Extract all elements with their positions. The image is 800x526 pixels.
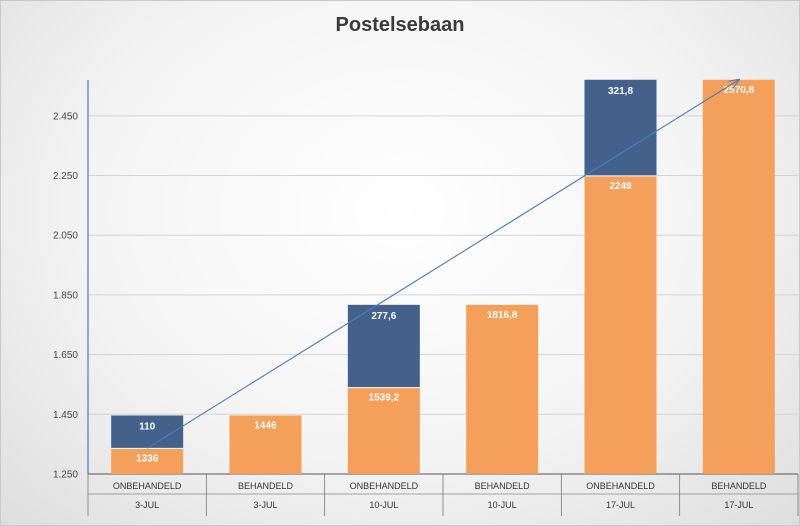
y-tick-label: 1.450 [53,410,78,421]
category-group-label: 17-JUL [724,500,753,510]
category-group-label: 3-JUL [135,500,159,510]
bar-base [466,304,539,474]
data-label-base: 2249 [609,181,632,192]
category-group-label: 17-JUL [606,500,635,510]
y-tick-label: 2.050 [53,231,78,242]
bar-base [584,175,657,474]
data-label-base: 1336 [136,453,159,464]
category-label: BEHANDELD [475,481,531,491]
y-tick-label: 2.450 [53,111,78,122]
data-label-base: 2570,8 [724,85,755,96]
data-label-base: 1816,8 [487,310,518,321]
data-label-stack: 277,6 [371,311,396,322]
category-group-label: 10-JUL [488,500,517,510]
chart-title: Postelsebaan [335,14,465,36]
category-label: BEHANDELD [238,481,294,491]
y-tick-label: 1.650 [53,350,78,361]
data-label-base: 1446 [254,420,277,431]
category-group-label: 3-JUL [253,500,277,510]
bar-base [229,415,302,474]
category-label: ONBEHANDELD [350,481,419,491]
data-label-stack: 110 [139,421,156,432]
category-group-label: 10-JUL [369,500,398,510]
category-label: ONBEHANDELD [586,481,655,491]
y-tick-label: 1.850 [53,290,78,301]
category-label: ONBEHANDELD [113,481,182,491]
bar-base [111,448,184,474]
category-label: BEHANDELD [711,481,767,491]
bar-stack [111,415,184,449]
y-tick-label: 2.250 [53,171,78,182]
bar-stack [584,79,657,176]
bar-base [702,79,775,474]
data-label-base: 1539,2 [369,393,400,404]
y-tick-label: 1.250 [53,470,78,481]
trend-arrow [146,80,739,449]
bar-stack [347,304,420,388]
bar-base [347,387,420,474]
data-label-stack: 321,8 [608,86,633,97]
